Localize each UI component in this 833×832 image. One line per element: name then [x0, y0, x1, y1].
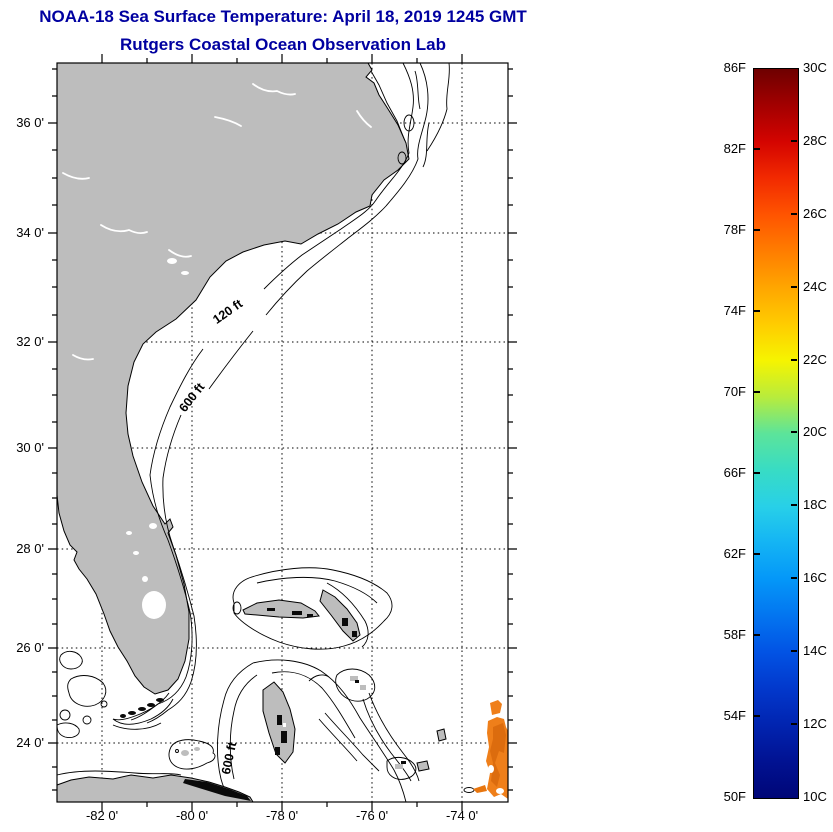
colorbar-c-label: 16C [803, 570, 827, 585]
colorbar-c-label: 10C [803, 789, 827, 804]
colorbar-tick [754, 148, 760, 150]
cuba-coast [56, 770, 254, 803]
contour-label-120ft: 120 ft [210, 296, 245, 327]
y-tick-label: 28 0' [16, 541, 44, 556]
colorbar-tick [791, 577, 797, 579]
little-bahama-bank [232, 567, 393, 650]
colorbar-tick [791, 723, 797, 725]
colorbar-c-label: 30C [803, 60, 827, 75]
y-tick-label: 30 0' [16, 440, 44, 455]
abaco-island [319, 589, 361, 642]
colorbar-tick [754, 391, 760, 393]
colorbar-f-label: 74F [723, 303, 746, 318]
colorbar-tick [791, 431, 797, 433]
y-tick-label: 32 0' [16, 334, 44, 349]
colorbar-c-label: 12C [803, 716, 827, 731]
colorbar-c-label: 18C [803, 497, 827, 512]
y-tick-label: 24 0' [16, 735, 44, 750]
x-tick-label: -74 0' [445, 808, 479, 823]
bathymetry-contours [130, 62, 450, 724]
sst-data-swath [473, 700, 508, 799]
x-tick-label: -82 0' [85, 808, 119, 823]
map-title: NOAA-18 Sea Surface Temperature: April 1… [39, 7, 527, 26]
colorbar-c-label: 24C [803, 279, 827, 294]
anguilla-cays [168, 739, 216, 770]
contour-label-600ft-bahamas: 600 ft [219, 740, 240, 776]
colorbar-tick [791, 213, 797, 215]
y-tick-label: 34 0' [16, 225, 44, 240]
inland-lakes [126, 258, 189, 582]
sst-map-plot: 120 ft 600 ft 600 ft [48, 54, 517, 811]
cay-sal-bank-contours [56, 650, 162, 738]
colorbar-f-label: 58F [723, 627, 746, 642]
colorbar-tick [791, 504, 797, 506]
lake-okeechobee [142, 591, 166, 619]
x-tick-label: -78 0' [265, 808, 299, 823]
temperature-colorbar [753, 68, 799, 799]
x-tick-label: -80 0' [175, 808, 209, 823]
colorbar-c-label: 20C [803, 424, 827, 439]
colorbar-tick [754, 229, 760, 231]
colorbar-tick [754, 715, 760, 717]
eleuthera-exuma-islands [318, 668, 475, 793]
rivers [62, 83, 372, 361]
axis-box-and-ticks [48, 54, 517, 811]
colorbar-tick [754, 310, 760, 312]
colorbar-tick [791, 140, 797, 142]
colorbar-c-label: 26C [803, 206, 827, 221]
colorbar-tick [791, 286, 797, 288]
colorbar-c-label: 28C [803, 133, 827, 148]
florida-keys [112, 692, 174, 725]
colorbar-c-label: 14C [803, 643, 827, 658]
colorbar-f-label: 62F [723, 546, 746, 561]
colorbar-f-label: 50F [723, 789, 746, 804]
mainland-us-southeast [56, 62, 410, 725]
y-tick-label: 26 0' [16, 640, 44, 655]
colorbar-tick [791, 359, 797, 361]
x-tick-label: -76 0' [355, 808, 389, 823]
great-bahama-bank [217, 659, 407, 803]
y-tick-label: 36 0' [16, 115, 44, 130]
colorbar-c-label: 22C [803, 352, 827, 367]
colorbar-tick [754, 472, 760, 474]
colorbar-f-label: 66F [723, 465, 746, 480]
colorbar-tick [791, 650, 797, 652]
colorbar-f-label: 70F [723, 384, 746, 399]
colorbar-tick [754, 634, 760, 636]
colorbar-f-label: 54F [723, 708, 746, 723]
colorbar-f-label: 78F [723, 222, 746, 237]
colorbar-tick [754, 553, 760, 555]
colorbar-f-label: 82F [723, 141, 746, 156]
map-subtitle: Rutgers Coastal Ocean Observation Lab [120, 35, 446, 54]
colorbar-f-label: 86F [723, 60, 746, 75]
